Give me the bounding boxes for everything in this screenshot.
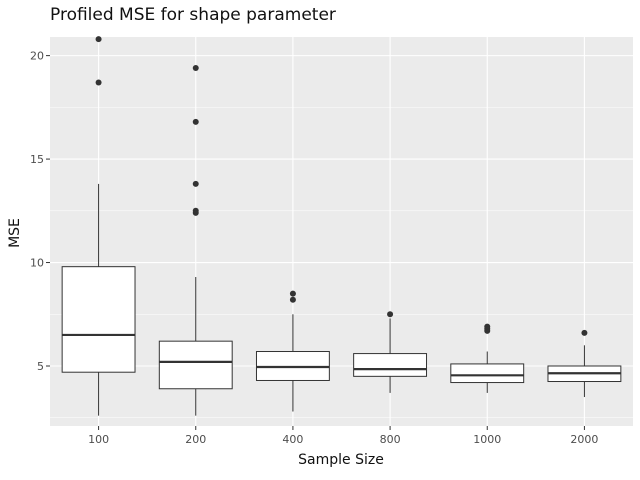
outlier-point — [192, 65, 199, 72]
y-tick-label: 20 — [30, 50, 44, 63]
x-tick-label: 100 — [88, 433, 109, 446]
outlier-point — [95, 36, 102, 43]
y-tick-label: 5 — [37, 360, 44, 373]
outlier-point — [581, 329, 588, 336]
x-tick-label: 800 — [380, 433, 401, 446]
outlier-point — [387, 311, 394, 318]
plot-panel — [50, 37, 633, 426]
chart-title: Profiled MSE for shape parameter — [50, 5, 336, 25]
y-axis: 5 10 15 20 — [30, 50, 50, 373]
x-axis: 100 200 400 800 1000 2000 — [88, 426, 598, 446]
x-axis-title: Sample Size — [298, 452, 384, 468]
y-axis-title: MSE — [7, 218, 23, 248]
iqr-box — [353, 353, 428, 377]
outlier-point — [95, 79, 102, 86]
x-tick-label: 2000 — [570, 433, 598, 446]
y-tick-label: 10 — [30, 257, 44, 270]
box-100 — [61, 36, 136, 416]
box-1000 — [450, 323, 525, 393]
box-2000 — [547, 329, 622, 398]
boxes-layer — [61, 36, 622, 416]
y-tick-label: 15 — [30, 153, 44, 166]
x-tick-label: 1000 — [473, 433, 501, 446]
box-800 — [353, 311, 428, 393]
iqr-box — [61, 266, 136, 373]
box-400 — [255, 290, 330, 412]
outlier-point — [484, 323, 491, 330]
outlier-point — [289, 296, 296, 303]
x-tick-label: 400 — [282, 433, 303, 446]
outlier-point — [289, 290, 296, 297]
iqr-box — [158, 340, 233, 390]
outlier-point — [192, 180, 199, 187]
outlier-point — [192, 207, 199, 214]
x-tick-label: 200 — [185, 433, 206, 446]
iqr-box — [450, 363, 525, 384]
outlier-point — [192, 118, 199, 125]
box-200 — [158, 65, 233, 416]
